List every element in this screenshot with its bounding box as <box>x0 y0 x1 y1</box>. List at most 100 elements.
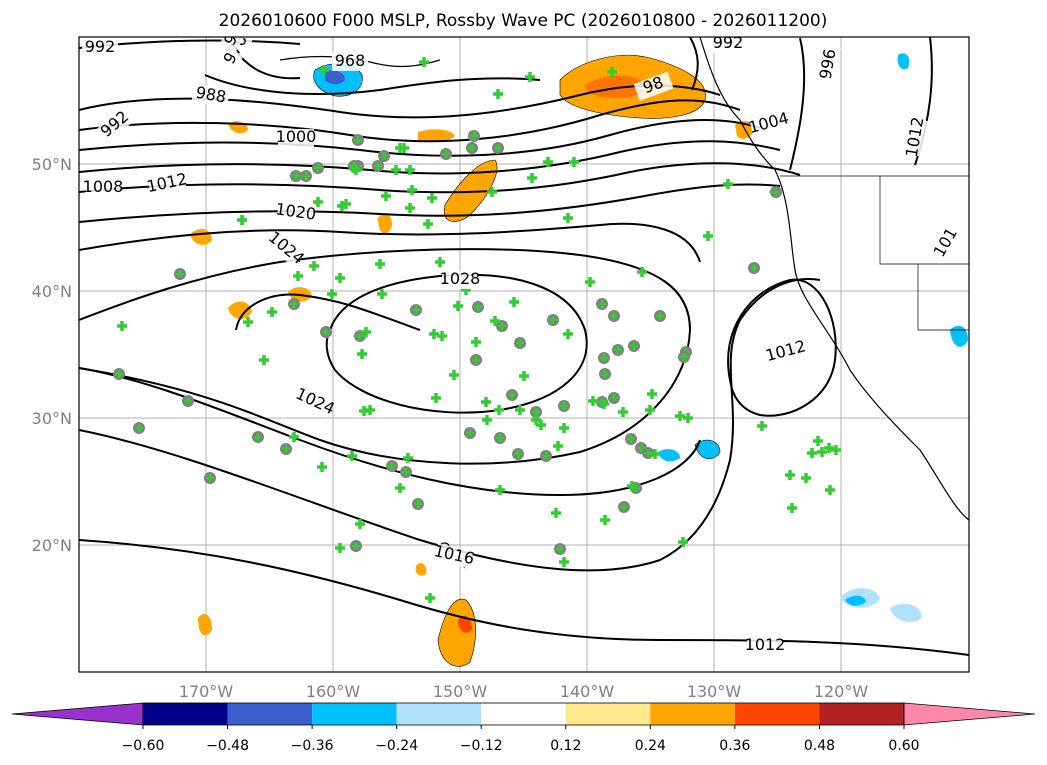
lat-label: 40°N <box>32 282 72 301</box>
isobar-996 <box>789 37 806 171</box>
observation-cross <box>563 329 573 339</box>
observation-cross <box>322 328 330 336</box>
lon-label: 120°W <box>814 682 869 701</box>
observation-cross <box>377 289 387 299</box>
observation-cross <box>453 301 463 311</box>
observation-cross <box>423 219 433 229</box>
isobar-label-bg <box>294 386 335 419</box>
observation-cross <box>355 519 365 529</box>
observation-cross <box>824 443 834 453</box>
observation-cross <box>514 450 522 458</box>
colorbar-tick-label: 0.60 <box>888 738 919 754</box>
observation-cross <box>184 397 192 405</box>
colorbar-extend-low <box>11 702 144 726</box>
observation-cross <box>481 397 491 407</box>
observation-cross <box>525 72 535 82</box>
observation-cross <box>302 172 310 180</box>
isobar-1012-south <box>79 539 969 656</box>
observation-cross <box>354 136 362 144</box>
isobar-1020 <box>79 222 701 263</box>
isobar-1004 <box>79 140 781 175</box>
observation-cross <box>494 144 502 152</box>
lon-tick-labels: 170°W 160°W 150°W 140°W 130°W 120°W <box>179 682 869 701</box>
border-states <box>879 176 969 265</box>
isobar-label: 968 <box>335 51 366 70</box>
observation-cross <box>365 405 375 415</box>
observation-cross <box>347 451 357 461</box>
observation-cross <box>542 452 550 460</box>
observation-cross <box>293 271 303 281</box>
observation-cross <box>176 270 184 278</box>
observation-cross <box>495 485 505 495</box>
observation-cross <box>678 537 688 547</box>
observation-cross <box>647 389 657 399</box>
observation-cross <box>607 67 617 77</box>
observation-cross <box>637 444 645 452</box>
anomaly-pos-streak <box>443 159 498 222</box>
observation-cross <box>656 312 664 320</box>
observation-cross <box>391 165 401 175</box>
observation-cross <box>831 445 841 455</box>
observation-cross <box>374 162 382 170</box>
isobar-1024 <box>79 248 692 465</box>
isobar-label: 992 <box>713 33 744 52</box>
lon-label: 160°W <box>306 682 361 701</box>
observation-cross <box>516 339 524 347</box>
lat-label: 20°N <box>32 536 72 555</box>
observation-cross <box>412 306 420 314</box>
observation-cross <box>292 172 300 180</box>
map-frame <box>78 36 970 673</box>
observation-cross <box>637 267 647 277</box>
observation-cross <box>508 391 516 399</box>
lat-label: 50°N <box>32 155 72 174</box>
observation-cross <box>267 307 277 317</box>
isobar-label-bg <box>265 230 306 268</box>
observation-cross <box>388 462 396 470</box>
anomaly-pos-south-core <box>458 615 472 633</box>
observation-cross <box>474 303 482 311</box>
observation-cross <box>290 300 298 308</box>
isobar-1028 <box>325 273 588 414</box>
observation-cross <box>482 415 492 425</box>
observation-cross <box>627 481 637 491</box>
observation-cross <box>493 89 503 99</box>
anomaly-pos-s2 <box>415 563 427 576</box>
lon-label: 170°W <box>179 682 234 701</box>
observation-cross <box>675 411 685 421</box>
observation-cross <box>757 421 767 431</box>
isobar-label-bg <box>633 71 674 101</box>
colorbar-tick-label: 0.24 <box>635 738 666 754</box>
isobar-label-bg <box>95 106 136 144</box>
observation-cross <box>543 157 553 167</box>
observation-cross <box>282 445 290 453</box>
observation-cross <box>402 468 410 476</box>
observation-cross <box>327 289 337 299</box>
observation-cross <box>337 201 347 211</box>
isobar-984 <box>204 74 541 96</box>
observation-cross <box>560 402 568 410</box>
observation-cross <box>487 187 497 197</box>
colorbar-tick-label: 0.48 <box>804 738 835 754</box>
observation-cross <box>807 448 817 458</box>
observation-cross <box>801 473 811 483</box>
observation-cross <box>559 557 569 567</box>
isobar-1024-inner <box>235 293 421 331</box>
observation-cross <box>536 420 546 430</box>
observation-cross <box>813 436 823 446</box>
colorbar-bin <box>312 703 397 725</box>
isobar-label-bg <box>147 171 187 197</box>
isobar-label-bg <box>904 118 929 157</box>
border-states-2 <box>917 264 969 331</box>
colorbar-tick-label: 0.36 <box>719 738 750 754</box>
colorbar-tick-label: −0.36 <box>291 738 334 754</box>
anomaly-neg-south1 <box>694 439 721 459</box>
isobar-label-bg <box>434 543 474 569</box>
observation-cross <box>627 435 635 443</box>
anomaly-neg-south2 <box>658 449 680 462</box>
isobar-label: 992 <box>85 37 116 56</box>
observation-cross <box>405 203 415 213</box>
coast-alaska-peninsula <box>279 55 441 68</box>
isobar-label: 98 <box>220 22 247 49</box>
map-area: 9929769896898899210009929810049961012100… <box>79 22 969 672</box>
